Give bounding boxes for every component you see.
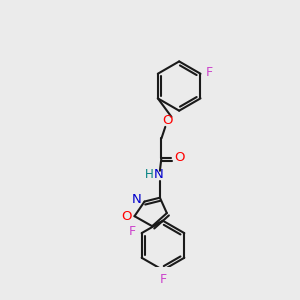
Text: O: O [122, 210, 132, 223]
Text: H: H [145, 168, 154, 181]
Text: O: O [175, 151, 185, 164]
Text: F: F [159, 273, 167, 286]
Text: N: N [132, 193, 142, 206]
Text: N: N [154, 168, 163, 181]
Text: F: F [206, 66, 213, 79]
Text: O: O [162, 114, 173, 127]
Text: F: F [129, 225, 136, 238]
